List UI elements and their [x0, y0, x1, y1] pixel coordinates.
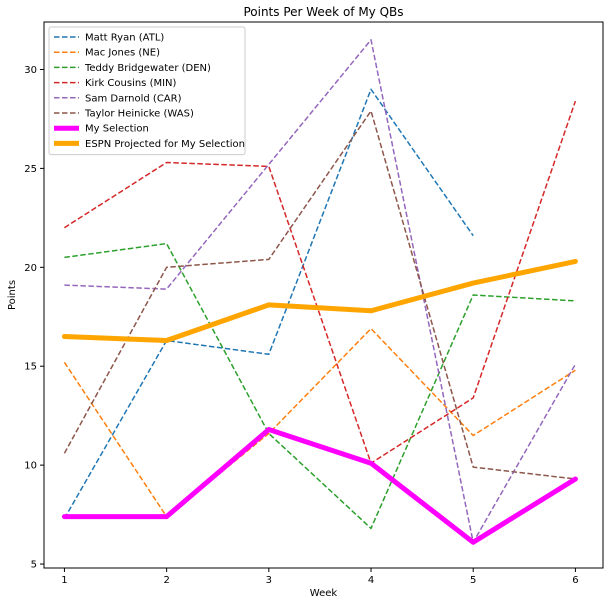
legend: Matt Ryan (ATL) Mac Jones (NE) Teddy Bridg…: [48, 26, 246, 156]
series-line-1: [63, 88, 474, 519]
y-tick-label: 25: [24, 164, 37, 175]
x-tick-label: 2: [163, 575, 169, 586]
y-tick-label: 30: [24, 65, 37, 76]
legend-label: ESPN Projected for My Selection: [85, 139, 245, 150]
y-tick-label: 15: [24, 362, 37, 373]
x-tick-label: 3: [266, 575, 272, 586]
series-line-5: [64, 39, 577, 544]
y-tick-label: 5: [31, 560, 37, 571]
series-line-4: [63, 100, 577, 464]
chart-title: Points Per Week of My QBs: [243, 5, 403, 19]
series-line-2: [63, 327, 576, 518]
x-tick-label: 1: [61, 575, 67, 586]
y-axis-title: Points: [7, 280, 18, 310]
legend-label: Kirk Cousins (MIN): [85, 78, 177, 89]
plot-frame: [43, 21, 604, 569]
legend-label: Teddy Bridgewater (DEN): [84, 63, 211, 74]
y-tick-label: 10: [24, 461, 37, 472]
legend-label: Matt Ryan (ATL): [85, 33, 164, 44]
series-line-8: [61, 258, 578, 343]
legend-box: [48, 26, 246, 156]
y-axis-ticks: 5 10 15 20 25 30: [24, 65, 44, 571]
series-line-3: [64, 242, 576, 530]
legend-label: Mac Jones (NE): [85, 48, 160, 59]
x-axis-title: Week: [310, 588, 338, 599]
x-tick-label: 4: [368, 575, 374, 586]
legend-label: Sam Darnold (CAR): [85, 93, 182, 104]
y-tick-label: 20: [24, 263, 37, 274]
x-tick-label: 6: [572, 575, 578, 586]
plot-lines: [61, 39, 578, 545]
legend-label: My Selection: [85, 124, 149, 135]
legend-label: Taylor Heinicke (WAS): [84, 109, 194, 120]
x-tick-label: 5: [470, 575, 476, 586]
series-line-6: [63, 110, 576, 480]
series-line-7: [61, 427, 578, 545]
x-axis-ticks: 1 2 3 4 5 6: [61, 568, 579, 586]
